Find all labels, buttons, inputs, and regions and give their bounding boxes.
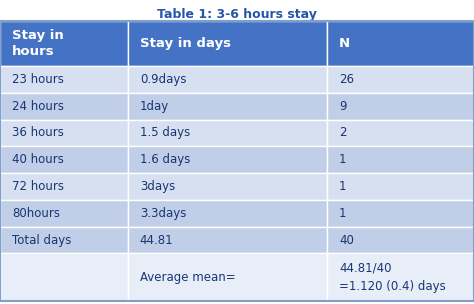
Bar [128, 146, 327, 173]
Bar [128, 173, 327, 200]
Bar [327, 173, 474, 200]
Text: 44.81/40
=1.120 (0.4) days: 44.81/40 =1.120 (0.4) days [339, 262, 446, 293]
Bar [0, 200, 128, 227]
Bar [327, 146, 474, 173]
Bar [0, 146, 128, 173]
Text: Total days: Total days [12, 233, 71, 247]
Text: 1: 1 [339, 207, 346, 220]
Bar [128, 66, 327, 93]
Bar [0, 254, 128, 301]
Text: 72 hours: 72 hours [12, 180, 64, 193]
Bar [327, 66, 474, 93]
Bar [0, 119, 128, 146]
Text: 40 hours: 40 hours [12, 153, 64, 166]
Bar [327, 93, 474, 119]
Bar [327, 227, 474, 254]
Text: 26: 26 [339, 73, 354, 86]
Bar [327, 119, 474, 146]
Bar [128, 21, 327, 66]
Text: Table 1: 3-6 hours stay: Table 1: 3-6 hours stay [157, 8, 317, 21]
Text: Average mean=: Average mean= [140, 271, 236, 284]
Bar [0, 66, 128, 93]
Text: 3days: 3days [140, 180, 175, 193]
Bar [0, 173, 128, 200]
Bar [327, 21, 474, 66]
Text: 36 hours: 36 hours [12, 126, 64, 140]
Bar [327, 200, 474, 227]
Text: 3.3days: 3.3days [140, 207, 186, 220]
Text: 80hours: 80hours [12, 207, 60, 220]
Bar [128, 93, 327, 119]
Bar [128, 119, 327, 146]
Text: 40: 40 [339, 233, 354, 247]
Text: 1day: 1day [140, 100, 169, 113]
Text: 23 hours: 23 hours [12, 73, 64, 86]
Text: Stay in days: Stay in days [140, 37, 231, 50]
Text: 24 hours: 24 hours [12, 100, 64, 113]
Bar [128, 200, 327, 227]
Text: Stay in
hours: Stay in hours [12, 29, 64, 58]
Text: 1: 1 [339, 153, 346, 166]
Bar [0, 93, 128, 119]
Text: 1.6 days: 1.6 days [140, 153, 190, 166]
Bar [128, 227, 327, 254]
Bar [0, 21, 128, 66]
Bar [128, 254, 327, 301]
Text: N: N [339, 37, 350, 50]
Text: 1.5 days: 1.5 days [140, 126, 190, 140]
Bar [327, 254, 474, 301]
Text: 2: 2 [339, 126, 346, 140]
Text: 9: 9 [339, 100, 346, 113]
Text: 0.9days: 0.9days [140, 73, 186, 86]
Bar [0, 227, 128, 254]
Text: 1: 1 [339, 180, 346, 193]
Text: 44.81: 44.81 [140, 233, 173, 247]
